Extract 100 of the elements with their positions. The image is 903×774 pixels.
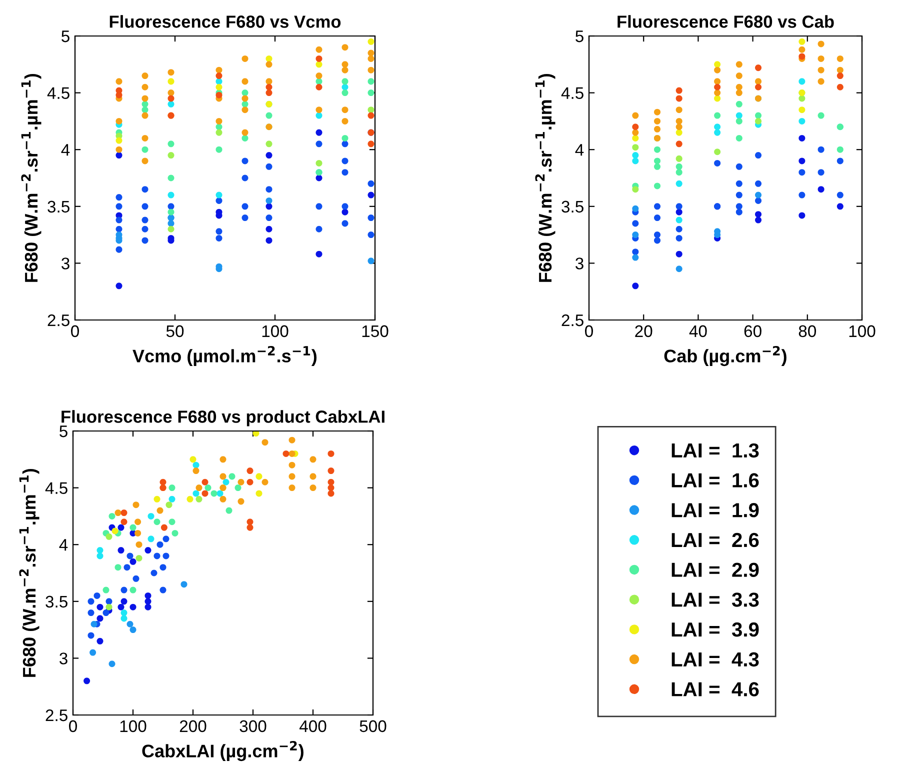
- chart-title: Fluorescence F680 vs Vcmo: [110, 15, 341, 28]
- point: [676, 234, 682, 242]
- point: [168, 203, 174, 210]
- point: [798, 134, 806, 142]
- point: [96, 604, 104, 610]
- point: [106, 598, 112, 605]
- point: [266, 140, 272, 148]
- point: [168, 192, 174, 198]
- point: [234, 484, 242, 492]
- point: [156, 507, 164, 514]
- point: [266, 152, 272, 159]
- point: [818, 66, 824, 74]
- point: [116, 246, 122, 253]
- x-tick-label: 0: [69, 720, 77, 732]
- point: [90, 649, 96, 656]
- point: [798, 46, 806, 53]
- point: [736, 90, 742, 96]
- point: [142, 203, 148, 210]
- point: [216, 234, 222, 242]
- point: [676, 169, 682, 176]
- x-tick-label: 100: [120, 720, 146, 732]
- point: [266, 197, 272, 204]
- point: [368, 140, 374, 148]
- point: [714, 61, 721, 68]
- point: [632, 112, 639, 119]
- point: [736, 84, 742, 90]
- point: [266, 55, 272, 62]
- point: [632, 254, 639, 261]
- point: [755, 112, 762, 119]
- point: [654, 163, 661, 170]
- point: [736, 203, 742, 210]
- point: [132, 502, 140, 508]
- point: [342, 78, 348, 85]
- point: [142, 106, 148, 114]
- point: [196, 496, 202, 502]
- point: [216, 84, 222, 90]
- point: [116, 216, 122, 224]
- point: [310, 473, 316, 480]
- point: [676, 155, 682, 162]
- point: [120, 610, 128, 616]
- y-tick-label: 5: [576, 30, 584, 42]
- point: [242, 55, 248, 62]
- point: [118, 524, 124, 531]
- point: [266, 186, 272, 193]
- point: [96, 547, 104, 554]
- point: [818, 40, 824, 48]
- point: [216, 118, 222, 124]
- point: [836, 158, 844, 164]
- point: [202, 490, 208, 497]
- point: [368, 106, 374, 114]
- y-tick-label: 4: [575, 144, 584, 156]
- point: [676, 180, 682, 187]
- point: [654, 203, 661, 210]
- point: [755, 64, 762, 72]
- point: [755, 152, 762, 159]
- point: [676, 216, 682, 224]
- point: [798, 95, 806, 102]
- point: [252, 431, 260, 437]
- point: [654, 214, 661, 222]
- point: [228, 473, 236, 480]
- point: [714, 78, 721, 85]
- point: [216, 72, 222, 80]
- point: [316, 129, 322, 136]
- point: [288, 462, 296, 468]
- point: [798, 38, 806, 45]
- point: [168, 69, 174, 76]
- point: [242, 95, 248, 102]
- point: [88, 632, 94, 639]
- point: [676, 140, 682, 148]
- point: [120, 615, 128, 622]
- point: [368, 90, 374, 96]
- point: [126, 620, 134, 628]
- point: [342, 66, 348, 74]
- y-axis-title: F680 (W.m$^{−2}$.sr$^{−1}$.µm$^{−1}$): [21, 74, 42, 282]
- point: [242, 214, 248, 222]
- y-tick-label: 3: [60, 652, 68, 664]
- point: [238, 498, 244, 505]
- legend-label: LAI = 2.6: [672, 532, 759, 548]
- point: [94, 592, 100, 599]
- point: [266, 163, 272, 170]
- point: [282, 450, 290, 457]
- legend-label: LAI = 2.9: [672, 562, 759, 577]
- point: [116, 203, 122, 210]
- point: [676, 106, 682, 114]
- point: [168, 484, 176, 492]
- point: [328, 450, 334, 457]
- point: [142, 95, 148, 102]
- point: [220, 496, 226, 502]
- point: [818, 112, 824, 119]
- point: [755, 118, 762, 124]
- point: [836, 72, 844, 80]
- y-tick-label: 2.5: [46, 709, 68, 722]
- point: [316, 84, 322, 90]
- point: [116, 146, 122, 153]
- point: [168, 90, 174, 96]
- point: [242, 203, 248, 210]
- x-tick-label: 200: [180, 720, 206, 732]
- point: [168, 226, 174, 232]
- point: [310, 456, 316, 463]
- point: [196, 484, 202, 492]
